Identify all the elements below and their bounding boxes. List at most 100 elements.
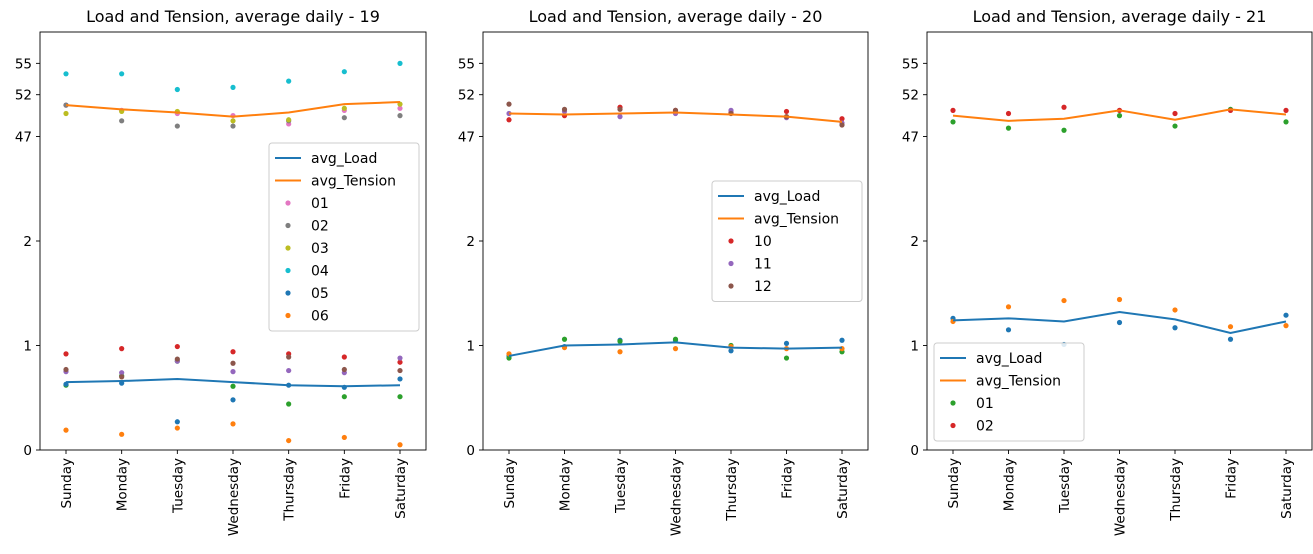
- extra-point-1: [1172, 307, 1178, 313]
- point-series-02: [174, 123, 180, 129]
- legend-label-avg_Load: avg_Load: [976, 351, 1042, 367]
- x-tick-label: Thursday: [282, 458, 298, 522]
- extra-point-1: [672, 336, 679, 342]
- point-series-02: [1283, 107, 1289, 113]
- y-tick-label: 2: [23, 234, 32, 250]
- point-series-10: [506, 117, 512, 123]
- y-tick-label: 55: [902, 56, 919, 72]
- y-tick-label: 0: [910, 443, 919, 459]
- x-tick-label: Saturday: [835, 458, 851, 519]
- y-tick-label: 47: [902, 130, 919, 146]
- y-tick-label: 55: [458, 56, 475, 72]
- point-series-01: [1005, 125, 1012, 131]
- extra-point-0: [728, 348, 734, 354]
- point-series-02: [230, 123, 236, 129]
- point-series-10: [839, 116, 845, 122]
- line-series-avg_Tension: [952, 108, 1287, 122]
- x-tick-label: Thursday: [1168, 458, 1184, 522]
- x-tick-label: Sunday: [946, 458, 962, 509]
- legend-label-avg_Load: avg_Load: [754, 189, 820, 205]
- chart-panel-0: Load and Tension, average daily - 19 01 2 4…: [15, 7, 427, 536]
- x-tick-label: Friday: [1224, 458, 1240, 499]
- point-series-01: [1116, 113, 1123, 119]
- y-tick-label: 52: [15, 88, 32, 104]
- extra-point-1: [1116, 296, 1123, 303]
- y-tick-label: 1: [466, 339, 475, 355]
- point-series-05: [230, 397, 236, 403]
- extra-point-0: [1005, 327, 1012, 333]
- point-series-02: [397, 113, 403, 119]
- y-tick-label: 52: [902, 88, 919, 104]
- extra-point-1: [341, 354, 347, 360]
- point-series-02: [1005, 110, 1012, 117]
- extra-point-1: [397, 359, 403, 365]
- line-series-avg_Load: [952, 311, 1287, 334]
- legend-marker-02: [950, 422, 956, 429]
- x-tick-label: Wednesday: [1113, 458, 1129, 536]
- point-series-01: [1061, 127, 1067, 133]
- y-tick-label: 47: [15, 130, 32, 146]
- point-series-06: [286, 437, 292, 444]
- point-series-02: [341, 115, 347, 121]
- legend-marker-06: [285, 312, 291, 319]
- point-series-11: [617, 114, 623, 120]
- point-series-06: [230, 421, 236, 427]
- legend-label-avg_Load: avg_Load: [311, 151, 377, 167]
- y-tick-label: 2: [466, 234, 475, 250]
- point-series-03: [63, 110, 69, 117]
- point-series-05: [174, 419, 180, 425]
- extra-point-2: [617, 349, 623, 355]
- extra-point-1: [1283, 323, 1289, 329]
- legend-marker-10: [728, 238, 734, 244]
- extra-point-0: [1172, 325, 1178, 331]
- legend-marker-01: [285, 200, 291, 206]
- legend-label-avg_Tension: avg_Tension: [754, 212, 839, 228]
- extra-point-1: [230, 349, 236, 355]
- x-tick-label: Sunday: [59, 458, 75, 509]
- extra-point-0: [286, 401, 292, 407]
- point-series-12: [506, 101, 512, 107]
- line-series-avg_Load: [508, 341, 843, 357]
- legend-label-12: 12: [754, 279, 772, 295]
- point-series-01: [950, 119, 956, 125]
- x-tick-label: Monday: [558, 458, 574, 511]
- y-tick-label: 2: [910, 234, 919, 250]
- x-tick-label: Friday: [780, 458, 796, 499]
- legend-label-11: 11: [754, 257, 772, 273]
- x-tick-label: Tuesday: [613, 458, 629, 514]
- extra-point-3: [119, 374, 125, 380]
- extra-point-1: [506, 355, 512, 361]
- y-tick-label: 55: [15, 56, 32, 72]
- point-series-05: [397, 376, 403, 382]
- legend-label-02: 02: [311, 219, 329, 235]
- x-tick-label: Monday: [115, 458, 131, 511]
- legend-label-10: 10: [754, 234, 772, 250]
- point-series-01: [397, 105, 403, 111]
- extra-point-1: [1227, 324, 1234, 330]
- point-series-04: [63, 71, 69, 77]
- extra-point-1: [119, 346, 125, 352]
- legend-box: [268, 142, 420, 332]
- legend-box: [711, 180, 863, 302]
- point-series-06: [397, 442, 403, 448]
- legend-label-04: 04: [311, 264, 329, 280]
- point-series-06: [63, 427, 69, 433]
- extra-point-0: [397, 394, 403, 400]
- point-series-01: [1172, 123, 1178, 129]
- extra-point-2: [397, 355, 403, 361]
- extra-point-2: [230, 369, 236, 375]
- chart-title: Load and Tension, average daily - 19: [86, 7, 380, 26]
- x-tick-label: Tuesday: [170, 458, 186, 514]
- legend-marker-03: [285, 245, 291, 251]
- extra-point-3: [174, 356, 180, 362]
- point-series-04: [341, 69, 347, 75]
- legend-label-06: 06: [311, 309, 329, 325]
- x-tick-label: Wednesday: [669, 458, 685, 536]
- extra-point-1: [561, 336, 568, 342]
- extra-point-0: [1283, 312, 1289, 318]
- point-series-03: [286, 117, 292, 123]
- point-series-02: [1172, 110, 1178, 117]
- legend-marker-11: [728, 260, 734, 267]
- legend-label-01: 01: [311, 196, 329, 212]
